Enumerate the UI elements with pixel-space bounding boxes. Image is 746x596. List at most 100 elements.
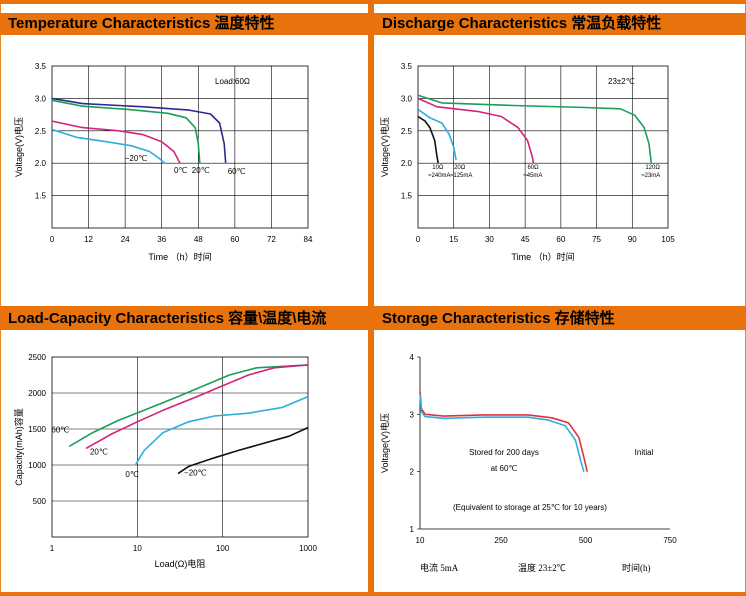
x-tick-label: 250 xyxy=(494,536,508,545)
vertical-divider xyxy=(368,0,374,596)
x-tick-label: 0 xyxy=(50,235,55,244)
series-sublabel: ≈125mA xyxy=(450,173,472,179)
plot-frame xyxy=(417,65,669,229)
x-tick-label: 1 xyxy=(50,544,55,553)
series-line xyxy=(417,115,439,164)
x-axis-label: Load(Ω)电阻 xyxy=(155,558,206,569)
y-tick-label: 3.0 xyxy=(35,94,47,103)
series-label: 60℃ xyxy=(51,425,69,434)
panel-header-temperature: Temperature Characteristics 温度特性 xyxy=(0,13,368,35)
series-sublabel: ≈45mA xyxy=(523,173,542,179)
x-tick-label: 12 xyxy=(84,235,93,244)
y-tick-label: 2 xyxy=(410,468,415,477)
series-label: 10Ω xyxy=(432,165,444,171)
y-tick-label: 3.5 xyxy=(35,62,47,71)
footer-temperature: 温度 23±2℃ xyxy=(518,562,566,573)
panel-header-load-capacity: Load-Capacity Characteristics 容量\温度\电流 xyxy=(0,308,368,330)
temperature-chart: 0 12 24 36 48 60 72 84 1.5 2.0 2.5 3.0 3.5 Time （h）时间… xyxy=(13,62,313,262)
y-tick-label: 2500 xyxy=(28,353,46,362)
load-capacity-chart: 1 10 100 1000 500 1000 1500 2000 2500 Load(Ω)电阻 Ca… xyxy=(13,353,317,569)
y-axis-label: Voltage(V)电压 xyxy=(379,413,390,473)
series-label: 20℃ xyxy=(192,166,210,175)
x-tick-label: 24 xyxy=(121,235,130,244)
y-tick-label: 1000 xyxy=(28,461,46,470)
x-tick-label: 500 xyxy=(579,536,593,545)
chart-annotation: 23±2℃ xyxy=(608,77,635,86)
plot-frame xyxy=(51,65,309,229)
y-tick-label: 3.5 xyxy=(401,62,413,71)
y-axis-label: Capacity(mAh)容量 xyxy=(13,408,24,486)
y-axis-label: Voltage(V)电压 xyxy=(379,117,390,177)
footer-time: 时间(h) xyxy=(622,562,651,573)
x-tick-label: 48 xyxy=(194,235,203,244)
series-line xyxy=(417,97,535,164)
y-tick-label: 3.0 xyxy=(401,94,413,103)
y-tick-label: 1.5 xyxy=(401,192,413,201)
x-tick-label: 84 xyxy=(304,235,313,244)
series-sublabel: ≈240mA xyxy=(428,173,450,179)
series-line xyxy=(417,108,457,161)
series-label: 120Ω xyxy=(645,165,660,171)
series-line xyxy=(419,394,585,472)
x-tick-label: 750 xyxy=(663,536,677,545)
annotation-at-temp: at 60℃ xyxy=(491,464,518,473)
chart-annotation: Load:60Ω xyxy=(215,77,250,86)
series-line xyxy=(85,364,309,450)
x-tick-label: 60 xyxy=(230,235,239,244)
x-tick-label: 10 xyxy=(133,544,142,553)
y-tick-label: 1500 xyxy=(28,425,46,434)
series-label: −20℃ xyxy=(125,154,148,163)
panel-header-discharge: Discharge Characteristics 常温负载特性 xyxy=(374,13,746,35)
series-line xyxy=(51,99,201,164)
x-tick-label: 30 xyxy=(485,235,494,244)
x-tick-label: 1000 xyxy=(299,544,317,553)
y-axis-label: Voltage(V)电压 xyxy=(13,117,24,177)
y-tick-label: 3 xyxy=(410,410,415,419)
storage-chart: 10 250 500 750 1 2 3 4 Voltage(V)电压 Stored for 20… xyxy=(379,353,677,573)
annotation-equivalent: (Equivalent to storage at 25℃ for 10 yea… xyxy=(453,503,607,512)
series-line xyxy=(51,97,227,164)
x-tick-label: 105 xyxy=(661,235,675,244)
y-tick-label: 1.5 xyxy=(35,192,47,201)
series-line xyxy=(51,128,166,164)
y-tick-label: 4 xyxy=(410,353,415,362)
x-tick-label: 0 xyxy=(416,235,421,244)
series-line xyxy=(177,426,309,475)
annotation-stored: Stored for 200 days xyxy=(469,448,539,457)
plot-frame xyxy=(51,356,309,538)
series-label: 20Ω xyxy=(454,165,466,171)
annotation-initial: Initial xyxy=(635,448,654,457)
series-sublabel: ≈23mA xyxy=(641,173,660,179)
series-line xyxy=(419,391,588,472)
y-tick-label: 2.5 xyxy=(35,127,47,136)
x-tick-label: 10 xyxy=(416,536,425,545)
x-tick-label: 75 xyxy=(592,235,601,244)
x-tick-label: 60 xyxy=(556,235,565,244)
x-tick-label: 36 xyxy=(157,235,166,244)
x-axis-label: Time （h）时间 xyxy=(148,251,211,262)
series-line xyxy=(134,395,309,466)
footer-current: 电流 5mA xyxy=(420,562,459,573)
series-label: 0℃ xyxy=(174,166,187,175)
series-label: 60℃ xyxy=(228,167,246,176)
series-line xyxy=(68,364,309,447)
series-line xyxy=(417,94,653,164)
x-tick-label: 100 xyxy=(216,544,230,553)
y-tick-label: 2.0 xyxy=(401,159,413,168)
x-tick-label: 15 xyxy=(449,235,458,244)
y-tick-label: 2000 xyxy=(28,389,46,398)
panel-header-storage: Storage Characteristics 存储特性 xyxy=(374,308,746,330)
series-label: 60Ω xyxy=(527,165,539,171)
series-label: 20℃ xyxy=(90,447,108,456)
x-axis-label: Time （h）时间 xyxy=(511,251,574,262)
y-tick-label: 2.5 xyxy=(401,127,413,136)
y-tick-label: 2.0 xyxy=(35,159,47,168)
y-tick-label: 500 xyxy=(33,497,47,506)
series-label: 0℃ xyxy=(125,470,138,479)
y-tick-label: 1 xyxy=(410,525,415,534)
x-tick-label: 90 xyxy=(628,235,637,244)
x-tick-label: 45 xyxy=(521,235,530,244)
x-tick-label: 72 xyxy=(267,235,276,244)
series-line xyxy=(51,120,181,164)
series-label: −20℃ xyxy=(184,469,207,478)
